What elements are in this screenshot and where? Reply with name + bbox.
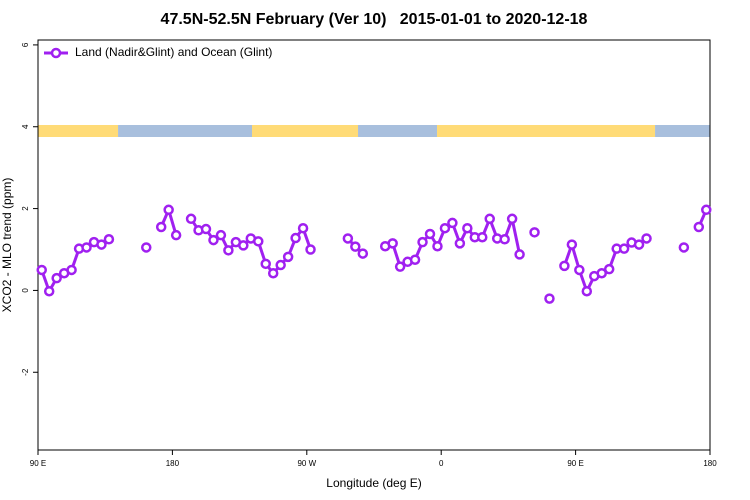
data-point xyxy=(282,251,294,263)
data-point xyxy=(81,242,92,253)
data-point xyxy=(275,259,286,271)
data-point xyxy=(155,221,167,233)
x-tick-label: 180 xyxy=(166,459,180,468)
data-point xyxy=(701,204,712,216)
data-point xyxy=(544,293,555,304)
data-point xyxy=(574,264,585,276)
x-tick-label: 180 xyxy=(703,459,717,468)
data-point xyxy=(514,249,525,260)
y-tick-label: -2 xyxy=(21,368,30,376)
data-point xyxy=(96,239,107,250)
data-point xyxy=(417,236,428,248)
data-point xyxy=(506,213,518,225)
x-tick-label: 90 W xyxy=(297,459,316,468)
x-tick-label: 90 E xyxy=(30,459,46,468)
series-line xyxy=(40,205,708,296)
data-point xyxy=(200,223,212,235)
data-point xyxy=(484,213,495,225)
data-point xyxy=(618,243,630,254)
data-point xyxy=(357,248,369,259)
data-point xyxy=(238,240,249,251)
x-tick-label: 90 E xyxy=(567,459,583,468)
data-point xyxy=(603,263,615,275)
y-tick-label: 6 xyxy=(21,42,30,47)
surface-segment xyxy=(38,125,119,137)
data-point xyxy=(185,213,197,225)
data-point xyxy=(141,242,152,253)
surface-segment xyxy=(358,125,438,137)
data-point xyxy=(350,241,361,252)
data-point xyxy=(581,285,593,297)
data-point xyxy=(223,245,234,256)
data-point xyxy=(641,233,652,244)
data-point xyxy=(297,222,309,234)
data-point xyxy=(260,258,271,270)
legend-label: Land (Nadir&Glint) and Ocean (Glint) xyxy=(75,45,272,59)
y-tick-label: 4 xyxy=(21,124,30,129)
data-point xyxy=(163,204,174,216)
data-point xyxy=(559,260,570,272)
data-point xyxy=(596,267,607,279)
surface-segment xyxy=(251,125,359,137)
data-point xyxy=(43,285,55,297)
y-tick-label: 2 xyxy=(21,206,30,211)
data-point xyxy=(678,242,690,253)
legend-marker xyxy=(50,47,62,59)
data-point xyxy=(693,221,705,233)
y-axis-label: XCO2 - MLO trend (ppm) xyxy=(0,178,14,313)
data-point xyxy=(454,238,466,249)
x-axis-label: Longitude (deg E) xyxy=(326,476,421,490)
surface-segment xyxy=(655,125,710,137)
data-point xyxy=(342,233,354,244)
data-point xyxy=(66,264,77,276)
data-point xyxy=(499,234,510,245)
data-point xyxy=(566,239,578,250)
data-point xyxy=(529,227,540,238)
data-point xyxy=(290,232,301,244)
data-point xyxy=(447,217,458,229)
data-point xyxy=(477,231,488,243)
data-point xyxy=(633,239,645,250)
data-point xyxy=(432,240,443,252)
data-point xyxy=(103,234,115,245)
data-point xyxy=(253,236,264,247)
data-point xyxy=(215,229,227,241)
surface-segment xyxy=(118,125,252,137)
data-point xyxy=(462,222,473,234)
plot-frame xyxy=(37,39,711,451)
chart-title: 47.5N-52.5N February (Ver 10) 2015-01-01… xyxy=(161,11,588,28)
data-point xyxy=(51,272,62,284)
data-point xyxy=(409,254,421,265)
data-point xyxy=(424,228,436,240)
surface-segment xyxy=(437,125,656,137)
data-point xyxy=(208,234,219,246)
data-point xyxy=(36,264,47,276)
data-point xyxy=(439,222,451,234)
y-tick-label: 0 xyxy=(21,288,30,293)
data-point xyxy=(305,244,316,255)
data-point xyxy=(267,267,279,279)
data-point xyxy=(387,238,398,249)
data-point xyxy=(170,229,182,241)
data-point xyxy=(394,261,406,272)
x-tick-label: 0 xyxy=(439,459,444,468)
